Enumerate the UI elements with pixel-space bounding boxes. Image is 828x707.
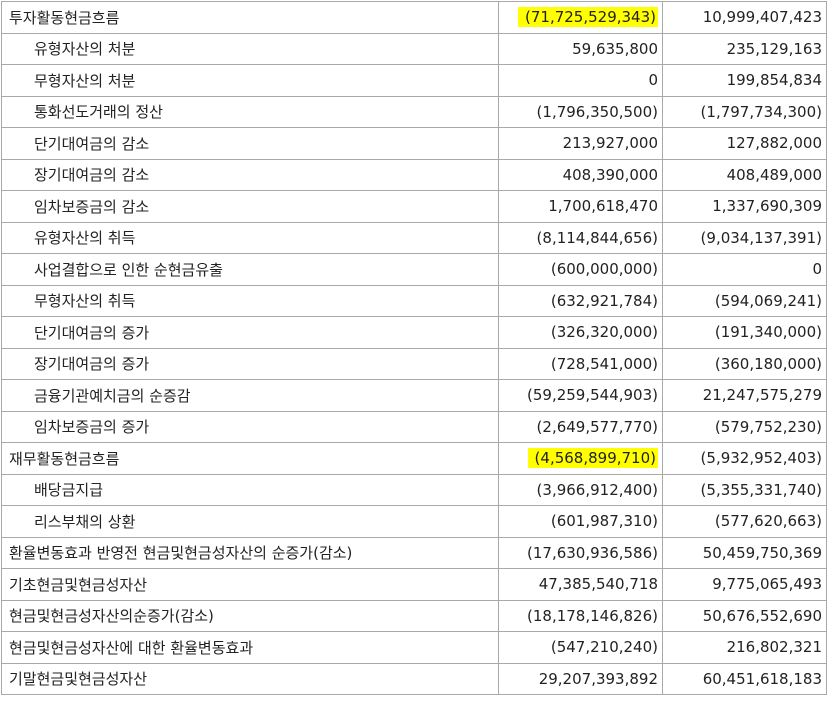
current-period-cell: (4,568,899,710) (498, 442, 663, 475)
row-label: 기말현금및현금성자산 (1, 662, 499, 695)
previous-period-cell: 0 (662, 253, 827, 286)
row-label: 리스부채의 상환 (1, 505, 499, 538)
row-label: 현금및현금성자산의순증가(감소) (1, 599, 499, 632)
current-period-cell: (3,966,912,400) (498, 473, 663, 506)
table-row: 임차보증금의 감소 1,700,618,470 1,337,690,309 (1, 190, 827, 223)
row-label: 환율변동효과 반영전 현금및현금성자산의 순증가(감소) (1, 536, 499, 569)
table-row: 기말현금및현금성자산 29,207,393,892 60,451,618,183 (1, 662, 827, 695)
previous-period-cell: 1,337,690,309 (662, 190, 827, 223)
current-period-cell: (547,210,240) (498, 631, 663, 664)
previous-period-cell: (360,180,000) (662, 347, 827, 380)
table-row: 기초현금및현금성자산 47,385,540,718 9,775,065,493 (1, 568, 827, 601)
previous-period-cell: 9,775,065,493 (662, 568, 827, 601)
previous-period-cell: 50,676,552,690 (662, 599, 827, 632)
table-row: 단기대여금의 증가 (326,320,000) (191,340,000) (1, 316, 827, 349)
previous-period-cell: 60,451,618,183 (662, 662, 827, 695)
row-label: 임차보증금의 감소 (1, 190, 499, 223)
cash-flow-table-body: 투자활동현금흐름 (71,725,529,343) 10,999,407,423 유형… (1, 1, 827, 695)
table-row: 금융기관예치금의 순증감 (59,259,544,903) 21,247,575,2… (1, 379, 827, 412)
row-label: 임차보증금의 증가 (1, 410, 499, 443)
current-period-cell: 213,927,000 (498, 127, 663, 160)
current-period-cell: (2,649,577,770) (498, 410, 663, 443)
previous-period-cell: (191,340,000) (662, 316, 827, 349)
table-row: 장기대여금의 증가 (728,541,000) (360,180,000) (1, 347, 827, 380)
table-row: 임차보증금의 증가 (2,649,577,770) (579,752,230) (1, 410, 827, 443)
current-period-cell: (18,178,146,826) (498, 599, 663, 632)
table-row: 단기대여금의 감소 213,927,000 127,882,000 (1, 127, 827, 160)
row-label: 재무활동현금흐름 (1, 442, 499, 475)
previous-period-cell: 216,802,321 (662, 631, 827, 664)
current-period-cell: (17,630,936,586) (498, 536, 663, 569)
table-row: 유형자산의 처분 59,635,800 235,129,163 (1, 32, 827, 65)
current-period-cell: (632,921,784) (498, 284, 663, 317)
previous-period-cell: (5,932,952,403) (662, 442, 827, 475)
highlighted-value: (71,725,529,343) (518, 7, 658, 28)
previous-period-cell: (9,034,137,391) (662, 221, 827, 254)
current-period-cell: (600,000,000) (498, 253, 663, 286)
row-label: 단기대여금의 감소 (1, 127, 499, 160)
previous-period-cell: 127,882,000 (662, 127, 827, 160)
row-label: 현금및현금성자산에 대한 환율변동효과 (1, 631, 499, 664)
previous-period-cell: (577,620,663) (662, 505, 827, 538)
table-row: 현금및현금성자산에 대한 환율변동효과 (547,210,240) 216,802,… (1, 631, 827, 664)
current-period-cell: 408,390,000 (498, 158, 663, 191)
row-label: 배당금지급 (1, 473, 499, 506)
row-label: 무형자산의 취득 (1, 284, 499, 317)
table-row: 배당금지급 (3,966,912,400) (5,355,331,740) (1, 473, 827, 506)
previous-period-cell: 10,999,407,423 (662, 1, 827, 34)
current-period-cell: (71,725,529,343) (498, 1, 663, 34)
previous-period-cell: (579,752,230) (662, 410, 827, 443)
current-period-cell: (601,987,310) (498, 505, 663, 538)
previous-period-cell: (594,069,241) (662, 284, 827, 317)
table-row: 재무활동현금흐름 (4,568,899,710) (5,932,952,403) (1, 442, 827, 475)
current-period-cell: (326,320,000) (498, 316, 663, 349)
table-row: 무형자산의 취득 (632,921,784) (594,069,241) (1, 284, 827, 317)
previous-period-cell: 199,854,834 (662, 64, 827, 97)
table-row: 통화선도거래의 정산 (1,796,350,500) (1,797,734,300) (1, 95, 827, 128)
row-label: 유형자산의 취득 (1, 221, 499, 254)
row-label: 유형자산의 처분 (1, 32, 499, 65)
table-row: 환율변동효과 반영전 현금및현금성자산의 순증가(감소) (17,630,936,… (1, 536, 827, 569)
previous-period-cell: (5,355,331,740) (662, 473, 827, 506)
row-label: 단기대여금의 증가 (1, 316, 499, 349)
highlighted-value: (4,568,899,710) (527, 448, 658, 469)
table-row: 리스부채의 상환 (601,987,310) (577,620,663) (1, 505, 827, 538)
current-period-cell: (8,114,844,656) (498, 221, 663, 254)
row-label: 투자활동현금흐름 (1, 1, 499, 34)
current-period-cell: (59,259,544,903) (498, 379, 663, 412)
current-period-cell: 0 (498, 64, 663, 97)
previous-period-cell: 21,247,575,279 (662, 379, 827, 412)
row-label: 장기대여금의 증가 (1, 347, 499, 380)
row-label: 사업결합으로 인한 순현금유출 (1, 253, 499, 286)
row-label: 금융기관예치금의 순증감 (1, 379, 499, 412)
row-label: 장기대여금의 감소 (1, 158, 499, 191)
table-row: 사업결합으로 인한 순현금유출 (600,000,000) 0 (1, 253, 827, 286)
table-row: 현금및현금성자산의순증가(감소) (18,178,146,826) 50,676,5… (1, 599, 827, 632)
table-row: 투자활동현금흐름 (71,725,529,343) 10,999,407,423 (1, 1, 827, 34)
previous-period-cell: 50,459,750,369 (662, 536, 827, 569)
current-period-cell: 47,385,540,718 (498, 568, 663, 601)
table-row: 유형자산의 취득 (8,114,844,656) (9,034,137,391) (1, 221, 827, 254)
cash-flow-table: 투자활동현금흐름 (71,725,529,343) 10,999,407,423 유형… (1, 1, 827, 695)
row-label: 통화선도거래의 정산 (1, 95, 499, 128)
table-row: 무형자산의 처분 0 199,854,834 (1, 64, 827, 97)
previous-period-cell: (1,797,734,300) (662, 95, 827, 128)
current-period-cell: 1,700,618,470 (498, 190, 663, 223)
current-period-cell: (1,796,350,500) (498, 95, 663, 128)
table-row: 장기대여금의 감소 408,390,000 408,489,000 (1, 158, 827, 191)
current-period-cell: (728,541,000) (498, 347, 663, 380)
current-period-cell: 29,207,393,892 (498, 662, 663, 695)
row-label: 무형자산의 처분 (1, 64, 499, 97)
previous-period-cell: 235,129,163 (662, 32, 827, 65)
previous-period-cell: 408,489,000 (662, 158, 827, 191)
row-label: 기초현금및현금성자산 (1, 568, 499, 601)
current-period-cell: 59,635,800 (498, 32, 663, 65)
